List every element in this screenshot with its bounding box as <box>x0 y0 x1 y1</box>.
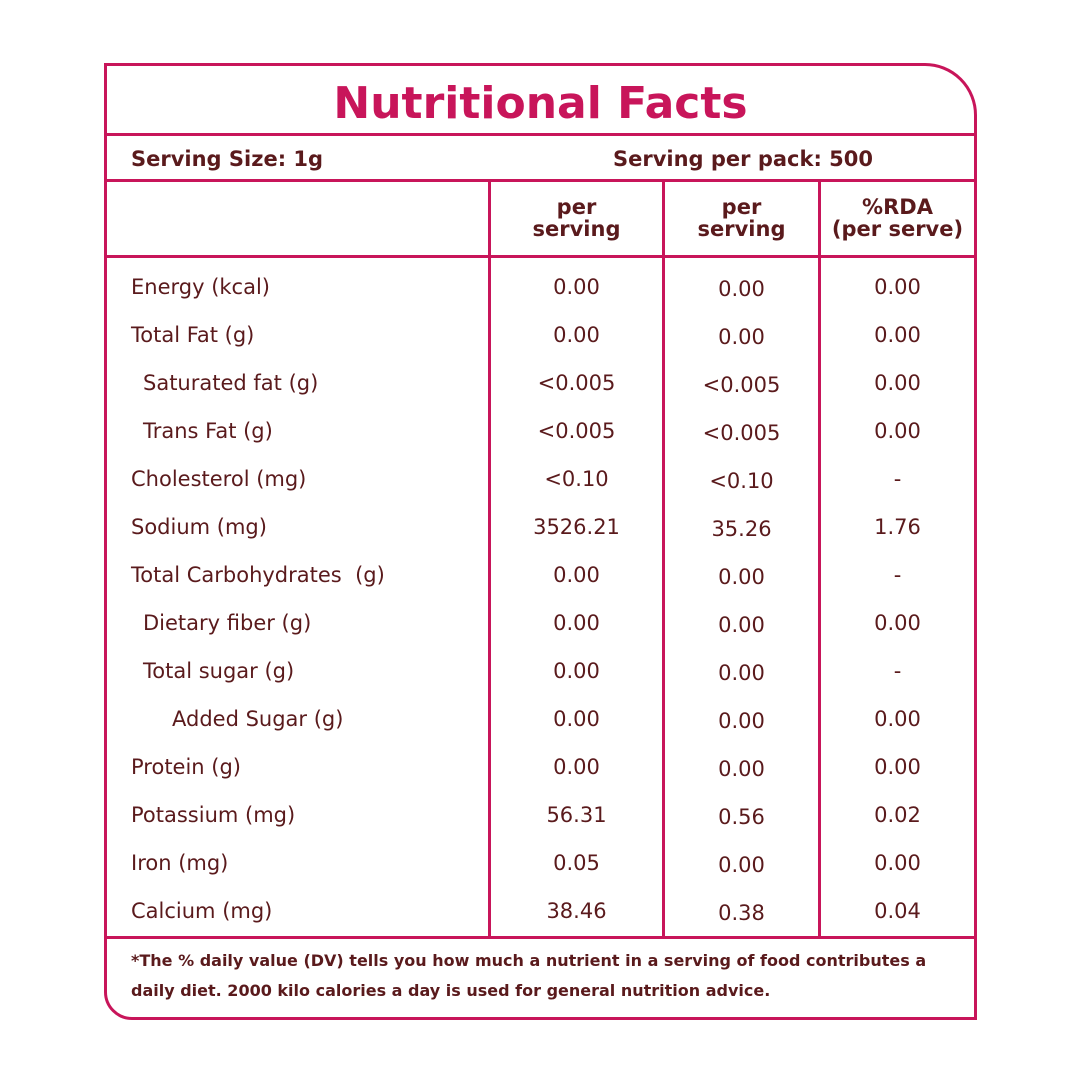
serving-size: Serving Size: 1g <box>131 147 324 171</box>
value-rda: 0.00 <box>874 851 921 875</box>
value-per-serving: <0.005 <box>537 419 616 443</box>
table-row: Dietary fiber (g) 0.00 0.00 0.00 <box>107 599 974 647</box>
column-header-per-serving-2: per serving <box>697 195 786 241</box>
divider <box>107 255 974 258</box>
value-per-serving-2: 0.00 <box>718 853 765 877</box>
value-per-serving-2: 0.00 <box>718 757 765 781</box>
table-row: Calcium (mg) 38.46 0.38 0.04 <box>107 887 974 935</box>
nutrient-name: Trans Fat (g) <box>143 419 273 443</box>
value-per-serving: 0.00 <box>553 755 600 779</box>
nutrient-name: Calcium (mg) <box>131 899 273 923</box>
value-per-serving-2: <0.005 <box>702 373 781 397</box>
table-row: Trans Fat (g) <0.005 <0.005 0.00 <box>107 407 974 455</box>
table-row: Iron (mg) 0.05 0.00 0.00 <box>107 839 974 887</box>
value-rda: 0.00 <box>874 755 921 779</box>
value-rda: 0.00 <box>874 275 921 299</box>
value-per-serving-2: 0.00 <box>718 325 765 349</box>
nutrient-name: Saturated fat (g) <box>143 371 319 395</box>
column-header-per-serving: per serving <box>532 195 621 241</box>
value-per-serving-2: <0.005 <box>702 421 781 445</box>
value-per-serving-2: 0.00 <box>718 277 765 301</box>
nutrition-facts-panel: Nutritional Facts Serving Size: 1g Servi… <box>104 63 977 1020</box>
value-per-serving: 0.00 <box>553 323 600 347</box>
page-title: Nutritional Facts <box>333 78 748 129</box>
value-per-serving: 38.46 <box>546 899 607 923</box>
value-rda: 0.00 <box>874 611 921 635</box>
value-per-serving: <0.005 <box>537 371 616 395</box>
nutrient-name: Sodium (mg) <box>131 515 267 539</box>
value-per-serving: <0.10 <box>544 467 609 491</box>
value-per-serving: 56.31 <box>546 803 607 827</box>
value-per-serving: 0.00 <box>553 659 600 683</box>
nutrient-name: Potassium (mg) <box>131 803 296 827</box>
value-per-serving-2: 0.38 <box>718 901 765 925</box>
table-row: Total Carbohydrates (g) 0.00 0.00 - <box>107 551 974 599</box>
table-row: Total Fat (g) 0.00 0.00 0.00 <box>107 311 974 359</box>
table-row: Added Sugar (g) 0.00 0.00 0.00 <box>107 695 974 743</box>
value-per-serving-2: <0.10 <box>709 469 774 493</box>
table-row: Total sugar (g) 0.00 0.00 - <box>107 647 974 695</box>
nutrient-name: Dietary fiber (g) <box>143 611 312 635</box>
value-per-serving: 0.00 <box>553 611 600 635</box>
value-per-serving-2: 35.26 <box>711 517 772 541</box>
value-per-serving: 0.00 <box>553 275 600 299</box>
value-rda: 0.00 <box>874 371 921 395</box>
nutrient-name: Total Fat (g) <box>131 323 255 347</box>
table-row: Cholesterol (mg) <0.10 <0.10 - <box>107 455 974 503</box>
table-row: Sodium (mg) 3526.21 35.26 1.76 <box>107 503 974 551</box>
value-per-serving-2: 0.56 <box>718 805 765 829</box>
value-per-serving: 0.00 <box>553 563 600 587</box>
value-rda: 0.02 <box>874 803 921 827</box>
nutrient-name: Protein (g) <box>131 755 242 779</box>
value-per-serving-2: 0.00 <box>718 613 765 637</box>
column-header-rda: %RDA (per serve) <box>831 195 964 241</box>
footnote: *The % daily value (DV) tells you how mu… <box>131 951 927 1000</box>
divider <box>107 936 974 939</box>
value-per-serving-2: 0.00 <box>718 709 765 733</box>
nutrient-name: Energy (kcal) <box>131 275 270 299</box>
value-per-serving-2: 0.00 <box>718 565 765 589</box>
value-rda: 0.00 <box>874 707 921 731</box>
value-rda: - <box>893 467 902 491</box>
column-divider <box>488 179 491 939</box>
serving-per-pack: Serving per pack: 500 <box>613 147 874 171</box>
nutrient-name: Added Sugar (g) <box>172 707 344 731</box>
column-divider <box>818 179 821 939</box>
table-row: Protein (g) 0.00 0.00 0.00 <box>107 743 974 791</box>
value-per-serving: 3526.21 <box>533 515 620 539</box>
nutrient-name: Total Carbohydrates (g) <box>131 563 385 587</box>
value-per-serving-2: 0.00 <box>718 661 765 685</box>
divider <box>107 179 974 182</box>
column-divider <box>662 179 665 939</box>
value-rda: 1.76 <box>874 515 921 539</box>
nutrient-name: Cholesterol (mg) <box>131 467 307 491</box>
divider <box>107 133 974 136</box>
value-rda: - <box>893 659 902 683</box>
value-rda: 0.00 <box>874 419 921 443</box>
nutrient-name: Total sugar (g) <box>143 659 295 683</box>
nutrient-name: Iron (mg) <box>131 851 229 875</box>
table-row: Energy (kcal) 0.00 0.00 0.00 <box>107 263 974 311</box>
table-row: Saturated fat (g) <0.005 <0.005 0.00 <box>107 359 974 407</box>
value-rda: - <box>893 563 902 587</box>
value-rda: 0.04 <box>874 899 921 923</box>
table-row: Potassium (mg) 56.31 0.56 0.02 <box>107 791 974 839</box>
value-per-serving: 0.00 <box>553 707 600 731</box>
value-rda: 0.00 <box>874 323 921 347</box>
value-per-serving: 0.05 <box>553 851 600 875</box>
